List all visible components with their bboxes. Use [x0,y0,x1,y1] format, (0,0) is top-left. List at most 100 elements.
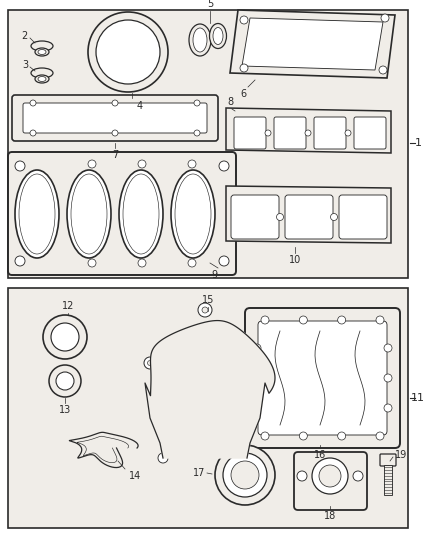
Text: 18: 18 [324,511,336,521]
FancyBboxPatch shape [258,321,387,435]
Text: 17: 17 [193,468,205,478]
Polygon shape [226,186,391,243]
Circle shape [242,453,252,463]
Circle shape [299,316,307,324]
Ellipse shape [119,170,163,258]
FancyBboxPatch shape [234,117,266,149]
Circle shape [112,100,118,106]
Circle shape [381,14,389,22]
FancyBboxPatch shape [380,454,396,466]
FancyBboxPatch shape [23,103,207,133]
Circle shape [188,259,196,267]
Circle shape [148,360,152,366]
Circle shape [265,130,271,136]
Polygon shape [226,108,391,153]
Ellipse shape [35,75,49,83]
Polygon shape [145,320,275,458]
Circle shape [312,458,348,494]
Circle shape [202,307,208,313]
Circle shape [240,16,248,24]
Circle shape [15,161,25,171]
Circle shape [30,100,36,106]
Ellipse shape [15,170,59,258]
Polygon shape [242,18,383,70]
Circle shape [376,316,384,324]
FancyBboxPatch shape [8,152,236,275]
Circle shape [144,357,156,369]
FancyBboxPatch shape [274,117,306,149]
Ellipse shape [193,28,207,52]
Text: 19: 19 [395,450,407,460]
Circle shape [194,130,200,136]
Polygon shape [230,10,395,78]
Text: 14: 14 [129,471,141,481]
Circle shape [198,303,212,317]
FancyBboxPatch shape [339,195,387,239]
Text: 15: 15 [202,295,214,305]
Circle shape [297,471,307,481]
Circle shape [253,374,261,382]
Ellipse shape [189,24,211,56]
Text: 10: 10 [289,255,301,265]
Circle shape [384,374,392,382]
Ellipse shape [171,170,215,258]
Circle shape [96,20,160,84]
Circle shape [188,160,196,168]
Circle shape [194,100,200,106]
Ellipse shape [213,28,223,44]
Circle shape [56,372,74,390]
Circle shape [219,256,229,266]
Circle shape [138,160,146,168]
Circle shape [51,323,79,351]
Circle shape [215,445,275,505]
Circle shape [253,344,261,352]
Text: 9: 9 [212,270,218,280]
FancyBboxPatch shape [294,452,367,510]
FancyBboxPatch shape [12,95,218,141]
Circle shape [276,214,283,221]
Circle shape [331,214,338,221]
Text: 3: 3 [22,60,28,70]
Circle shape [88,259,96,267]
Text: 4: 4 [137,101,143,111]
Circle shape [253,404,261,412]
FancyBboxPatch shape [285,195,333,239]
Circle shape [353,471,363,481]
Bar [384,465,392,495]
Text: 7: 7 [112,150,118,160]
Ellipse shape [38,50,46,54]
Circle shape [43,315,87,359]
FancyBboxPatch shape [245,308,400,448]
Text: 2: 2 [22,31,28,41]
Circle shape [231,461,259,489]
Circle shape [338,316,346,324]
Ellipse shape [209,23,226,49]
Circle shape [88,160,96,168]
Circle shape [384,344,392,352]
Circle shape [261,316,269,324]
Circle shape [376,432,384,440]
Circle shape [138,259,146,267]
Ellipse shape [31,41,53,51]
Circle shape [384,404,392,412]
Circle shape [15,256,25,266]
Text: 1: 1 [414,138,421,148]
Circle shape [240,64,248,72]
Circle shape [379,66,387,74]
Polygon shape [69,432,138,467]
Text: 13: 13 [59,405,71,415]
Circle shape [49,365,81,397]
Circle shape [299,432,307,440]
Circle shape [158,453,168,463]
Bar [8,10,408,278]
Circle shape [338,432,346,440]
Bar [8,288,408,528]
Text: 8: 8 [227,97,233,107]
Ellipse shape [31,68,53,78]
Text: 16: 16 [314,450,326,460]
Circle shape [219,161,229,171]
Text: 11: 11 [411,393,425,403]
FancyBboxPatch shape [354,117,386,149]
Circle shape [305,130,311,136]
Circle shape [319,465,341,487]
